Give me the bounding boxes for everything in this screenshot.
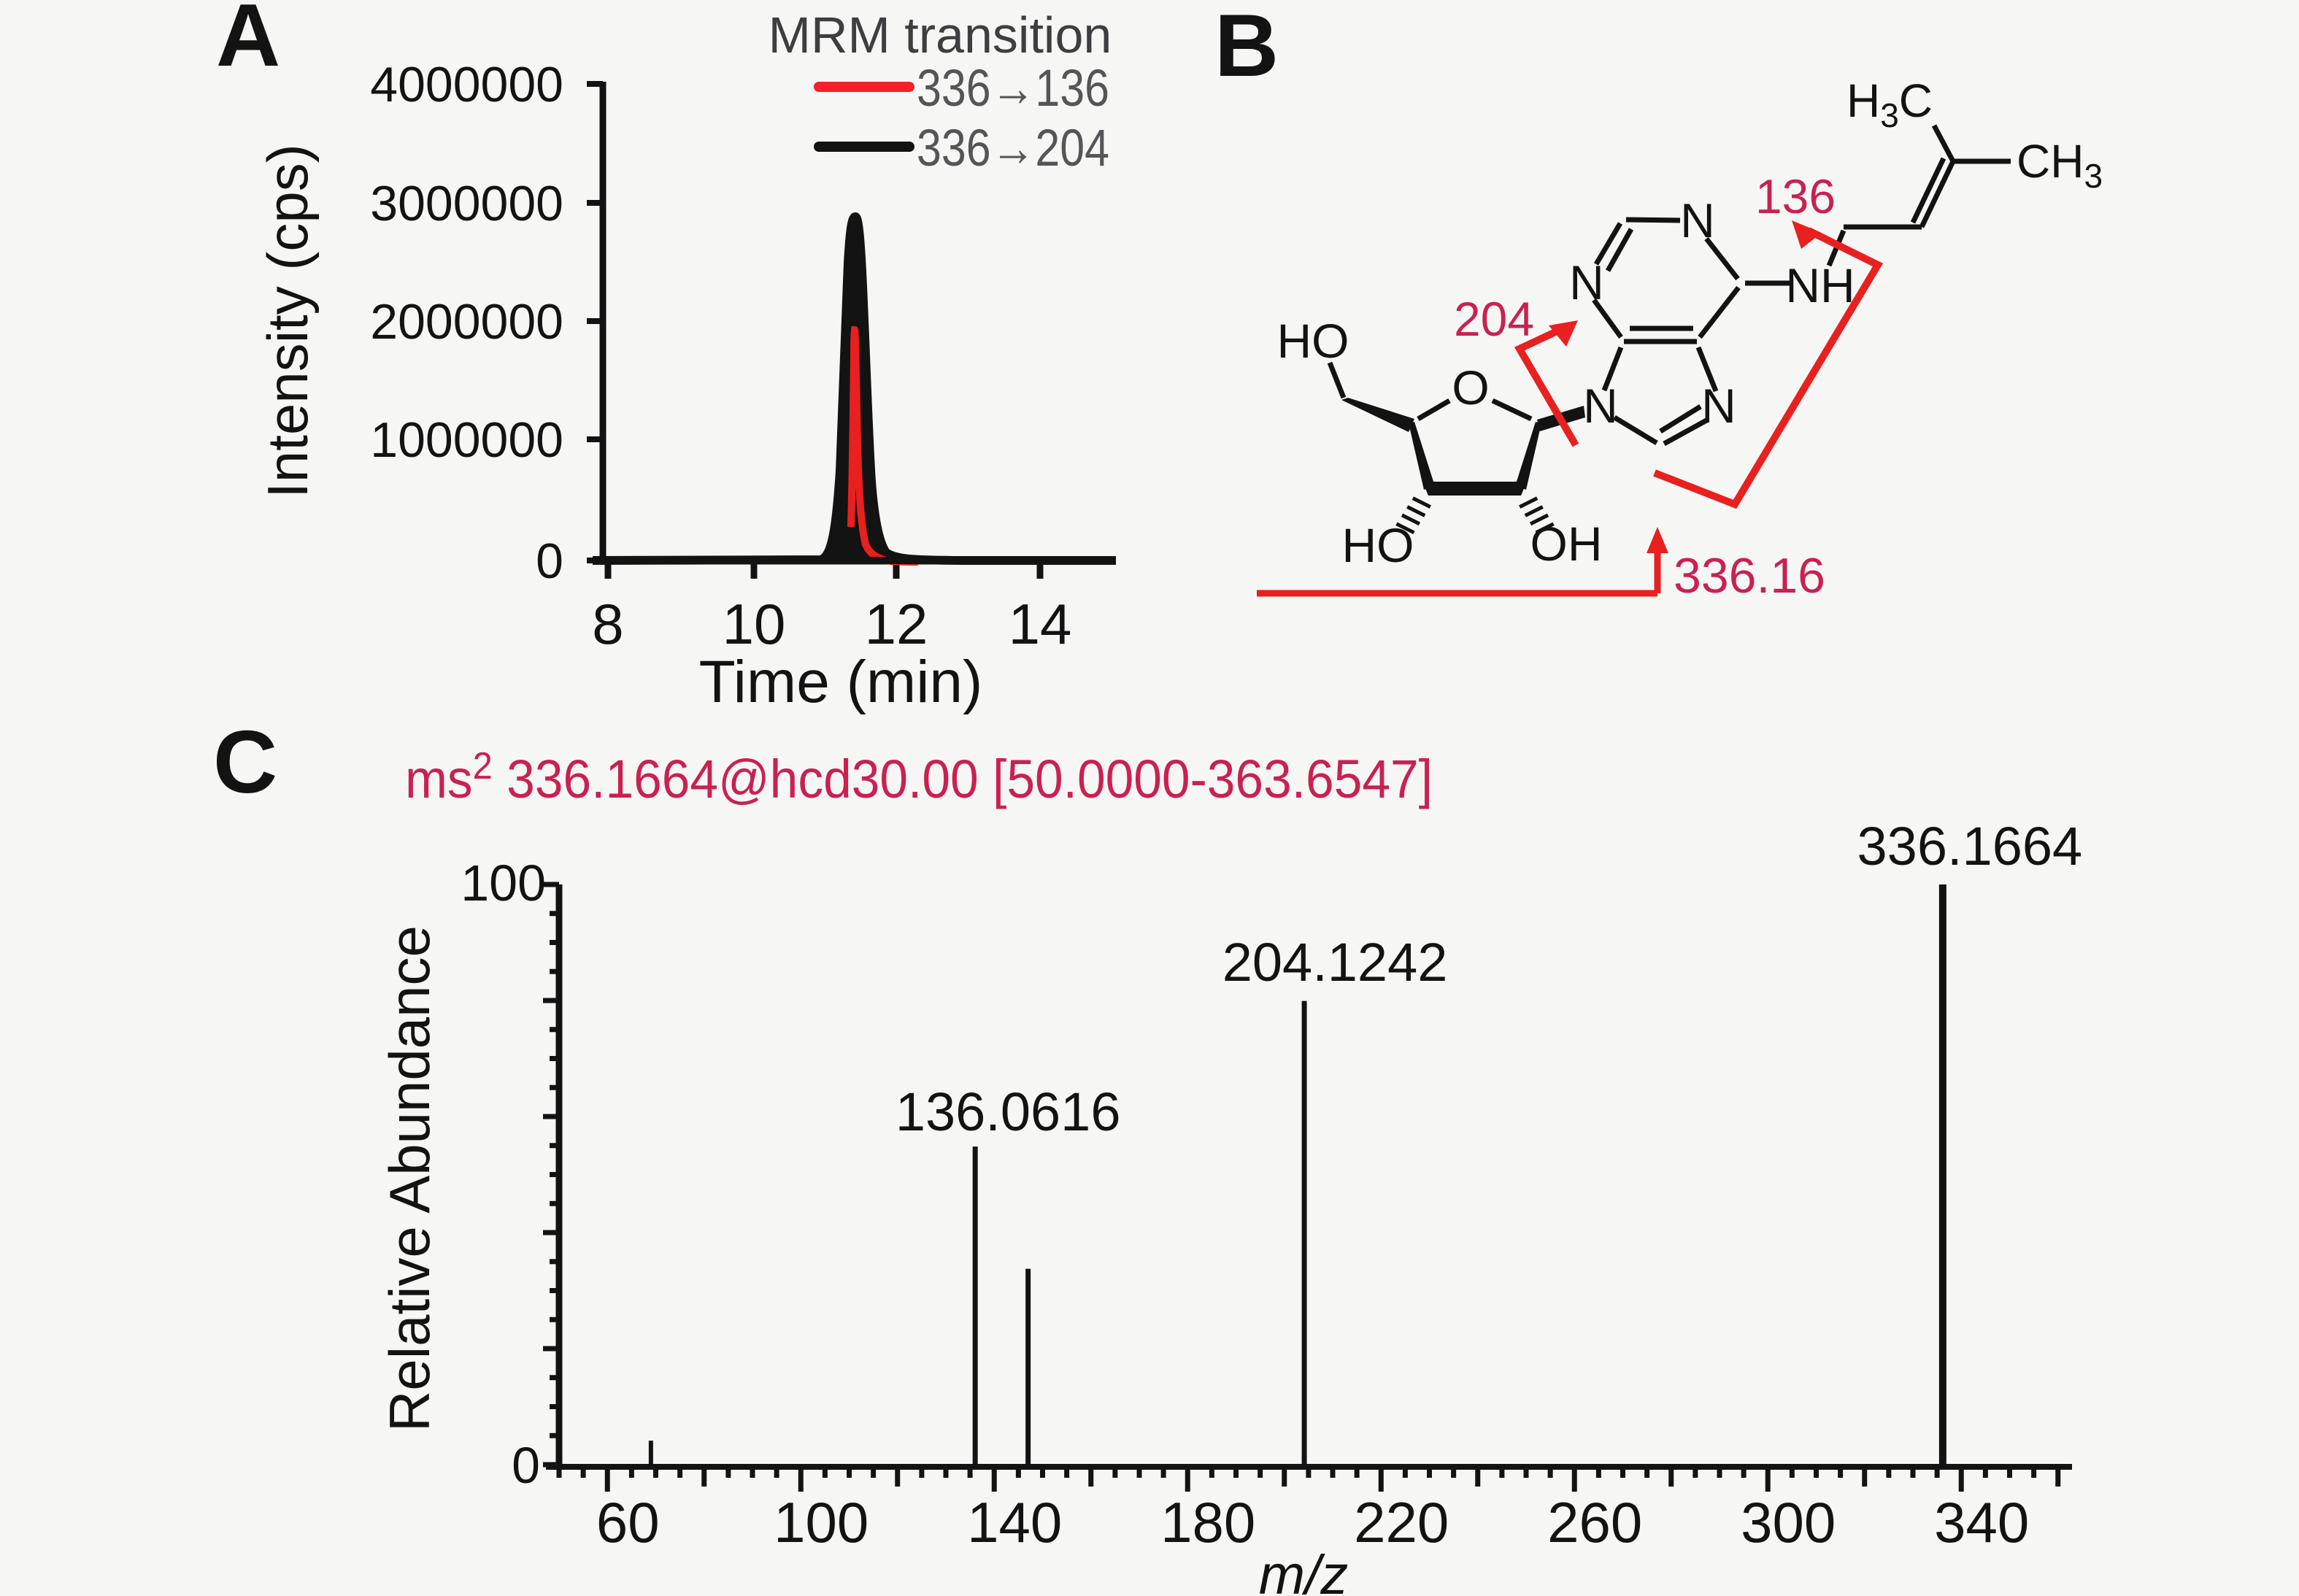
svg-text:8: 8 [592,592,623,656]
svg-text:12: 12 [865,592,928,656]
svg-text:NH: NH [1785,258,1855,312]
svg-text:336.1664: 336.1664 [1857,816,2083,876]
svg-text:14: 14 [1009,592,1072,656]
svg-text:OH: OH [1530,517,1603,571]
svg-text:336→136: 336→136 [917,60,1109,117]
svg-text:A: A [216,0,280,85]
svg-text:ms2 336.1664@hcd30.00 [50.0000: ms2 336.1664@hcd30.00 [50.0000-363.6547] [405,745,1433,809]
svg-text:4000000: 4000000 [370,57,563,112]
svg-text:100: 100 [774,1490,869,1554]
svg-text:180: 180 [1160,1490,1255,1554]
svg-text:136.0616: 136.0616 [896,1082,1121,1142]
svg-text:B: B [1214,0,1279,95]
svg-text:O: O [1452,361,1489,415]
svg-text:N: N [1701,379,1736,433]
svg-text:m/z: m/z [1259,1544,1348,1596]
svg-text:N: N [1569,255,1604,309]
svg-text:HO: HO [1277,314,1349,368]
svg-text:HO: HO [1342,518,1414,572]
svg-text:336→204: 336→204 [917,120,1109,177]
svg-text:336.16: 336.16 [1674,548,1825,604]
svg-text:10: 10 [723,592,786,656]
svg-text:3000000: 3000000 [370,176,563,231]
svg-text:260: 260 [1547,1490,1642,1554]
svg-text:MRM transition: MRM transition [769,7,1112,63]
svg-text:C: C [213,712,277,812]
svg-text:0: 0 [512,1437,540,1494]
svg-text:204.1242: 204.1242 [1222,932,1448,992]
svg-text:220: 220 [1354,1490,1449,1554]
svg-text:136: 136 [1755,169,1836,223]
svg-text:60: 60 [596,1490,660,1554]
svg-text:CH3: CH3 [2017,135,2103,195]
svg-text:Relative Abundance: Relative Abundance [377,925,442,1432]
svg-text:Intensity (cps): Intensity (cps) [255,144,320,498]
svg-text:1000000: 1000000 [370,412,563,468]
svg-text:2000000: 2000000 [370,294,563,350]
svg-text:0: 0 [536,533,563,589]
svg-text:100: 100 [461,855,546,911]
svg-text:N: N [1680,193,1715,247]
svg-text:N: N [1583,379,1618,433]
svg-text:140: 140 [967,1490,1062,1554]
svg-text:300: 300 [1741,1490,1836,1554]
svg-text:Time (min): Time (min) [699,649,983,715]
svg-text:204: 204 [1454,292,1534,346]
svg-text:340: 340 [1934,1490,2029,1554]
